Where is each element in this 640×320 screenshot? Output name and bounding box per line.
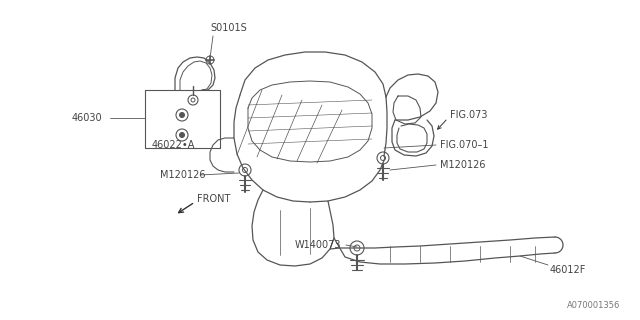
Text: FIG.070–1: FIG.070–1 <box>440 140 488 150</box>
Circle shape <box>179 132 184 138</box>
Text: M120126: M120126 <box>440 160 486 170</box>
Text: A070001356: A070001356 <box>566 301 620 310</box>
Text: 46022•A: 46022•A <box>152 140 195 150</box>
Text: M120126: M120126 <box>160 170 205 180</box>
Text: FRONT: FRONT <box>197 194 230 204</box>
Circle shape <box>179 113 184 117</box>
Text: S0101S: S0101S <box>210 23 247 33</box>
Text: W140073: W140073 <box>295 240 342 250</box>
Text: 46012F: 46012F <box>550 265 586 275</box>
Text: 46030: 46030 <box>72 113 102 123</box>
Text: FIG.073: FIG.073 <box>450 110 488 120</box>
